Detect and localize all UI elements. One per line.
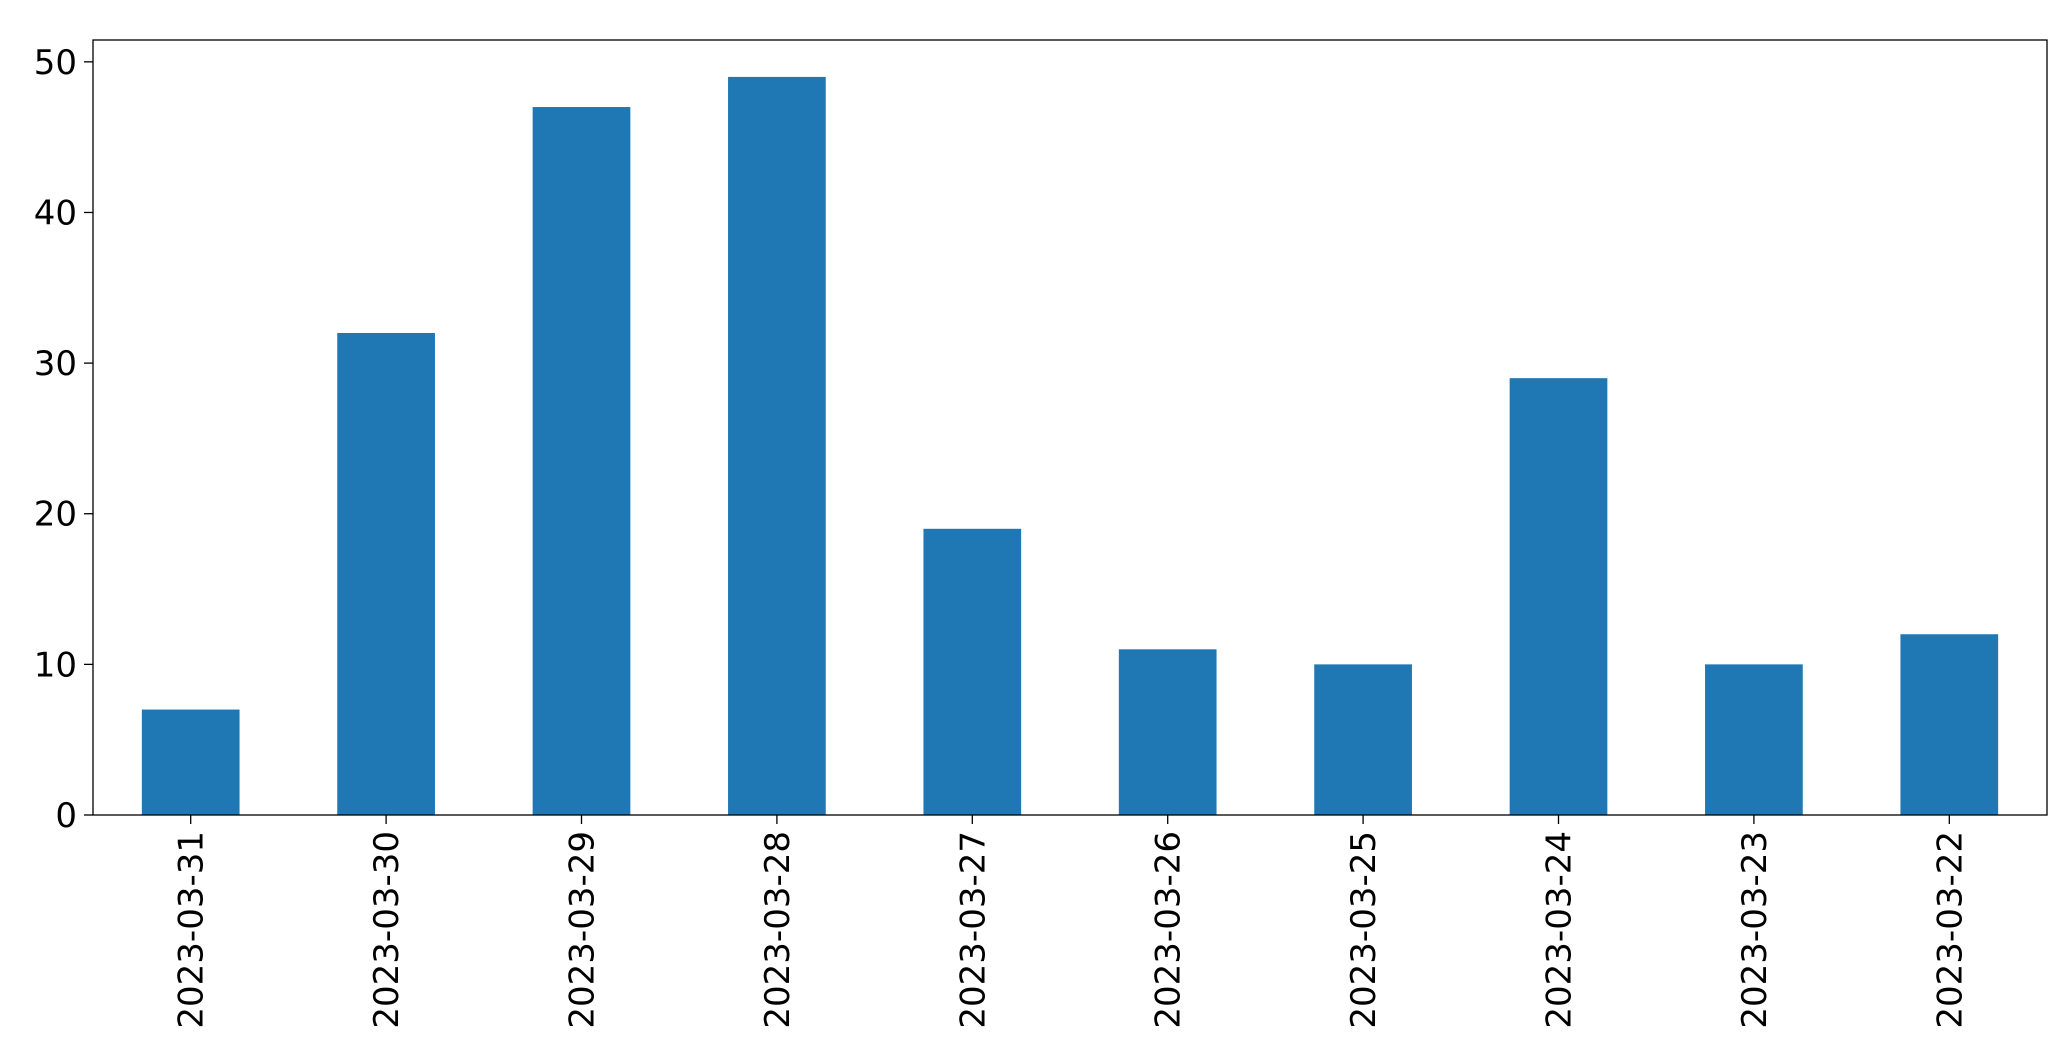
x-tick-label: 2023-03-27: [953, 831, 993, 1029]
y-tick-label: 40: [34, 193, 77, 233]
x-tick-label: 2023-03-23: [1735, 831, 1775, 1029]
x-tick-label: 2023-03-26: [1149, 831, 1189, 1029]
bar: [1509, 378, 1608, 815]
bar: [1118, 649, 1217, 815]
bar: [532, 107, 631, 815]
y-tick-label: 0: [55, 796, 77, 836]
y-tick-label: 10: [34, 645, 77, 685]
y-tick-label: 20: [34, 495, 77, 535]
x-tick-label: 2023-03-29: [563, 831, 603, 1029]
bar: [337, 332, 435, 815]
x-tick-label: 2023-03-30: [367, 831, 407, 1029]
x-tick-label: 2023-03-31: [172, 831, 212, 1029]
plot-frame: [92, 39, 2048, 816]
bar: [923, 528, 1022, 815]
bar: [1314, 664, 1412, 815]
y-tick-label: 50: [34, 43, 77, 83]
bar: [141, 709, 240, 815]
x-tick-label: 2023-03-24: [1540, 831, 1580, 1029]
y-tick-label: 30: [34, 344, 77, 384]
x-tick-label: 2023-03-22: [1930, 831, 1970, 1029]
x-tick-label: 2023-03-25: [1344, 831, 1384, 1029]
bar: [728, 76, 826, 815]
bar: [1705, 664, 1803, 815]
x-tick-label: 2023-03-28: [758, 831, 798, 1029]
bar: [1900, 634, 1999, 815]
